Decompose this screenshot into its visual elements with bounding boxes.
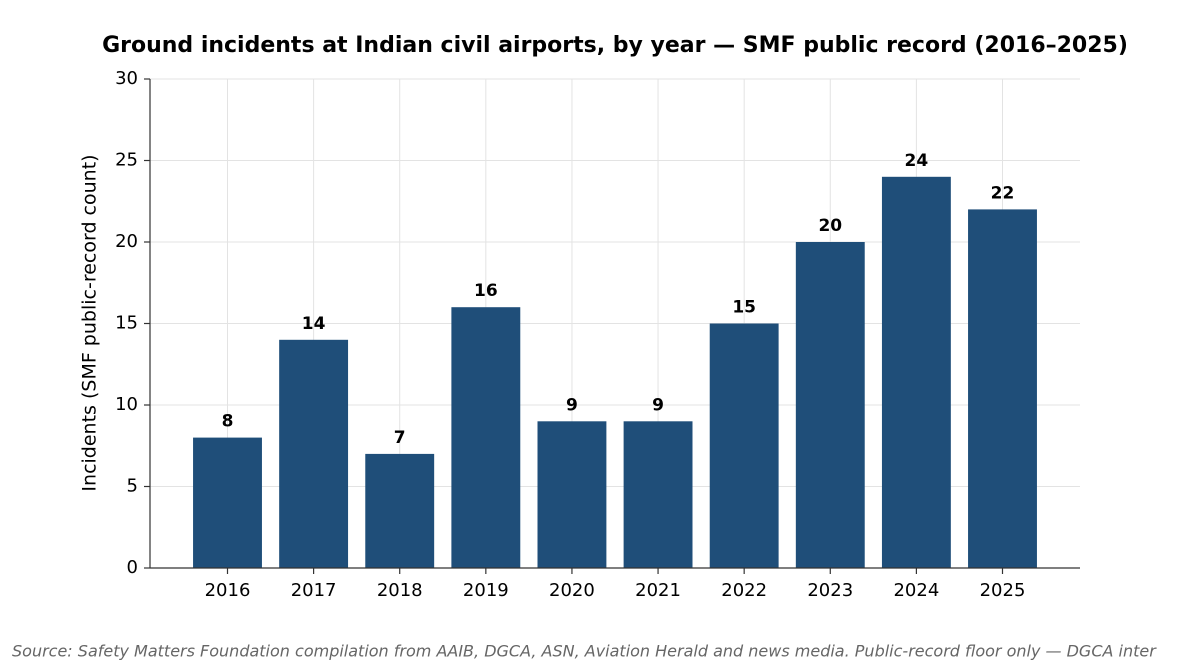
y-tick-label: 5	[127, 476, 138, 497]
y-axis-label: Incidents (SMF public-record count)	[79, 154, 101, 491]
bar	[193, 437, 262, 568]
x-tick-label: 2021	[635, 580, 681, 601]
bar	[795, 242, 865, 568]
bar	[279, 339, 349, 568]
value-label: 20	[818, 216, 842, 236]
bar	[365, 453, 435, 568]
x-tick-label: 2019	[463, 580, 509, 601]
value-label: 22	[991, 183, 1015, 203]
value-label: 9	[566, 395, 578, 415]
value-label: 16	[474, 281, 498, 301]
x-tick-label: 2016	[205, 580, 251, 601]
value-label: 14	[302, 314, 326, 334]
value-label: 7	[394, 428, 406, 448]
bar	[881, 176, 951, 569]
y-tick-label: 25	[115, 150, 138, 171]
y-tick-label: 20	[115, 231, 138, 252]
x-tick-label: 2018	[377, 580, 423, 601]
y-tick-label: 10	[115, 394, 138, 415]
value-label: 15	[732, 298, 756, 318]
x-tick-label: 2020	[549, 580, 595, 601]
x-tick-label: 2024	[893, 580, 939, 601]
bar	[968, 209, 1037, 568]
x-tick-label: 2017	[291, 580, 337, 601]
value-label: 8	[222, 412, 234, 432]
value-label: 24	[905, 151, 929, 171]
x-tick-label: 2022	[721, 580, 767, 601]
bar	[623, 421, 693, 568]
y-tick-label: 30	[115, 68, 138, 89]
chart-title: Ground incidents at Indian civil airport…	[102, 33, 1128, 58]
y-tick-label: 15	[115, 313, 138, 334]
source-note: Source: Safety Matters Foundation compil…	[12, 642, 1157, 660]
bar	[451, 307, 521, 568]
bar	[709, 323, 779, 568]
bar	[537, 421, 607, 568]
x-tick-label: 2023	[807, 580, 853, 601]
value-label: 9	[652, 395, 664, 415]
y-tick-label: 0	[127, 557, 138, 578]
x-tick-label: 2025	[980, 580, 1026, 601]
